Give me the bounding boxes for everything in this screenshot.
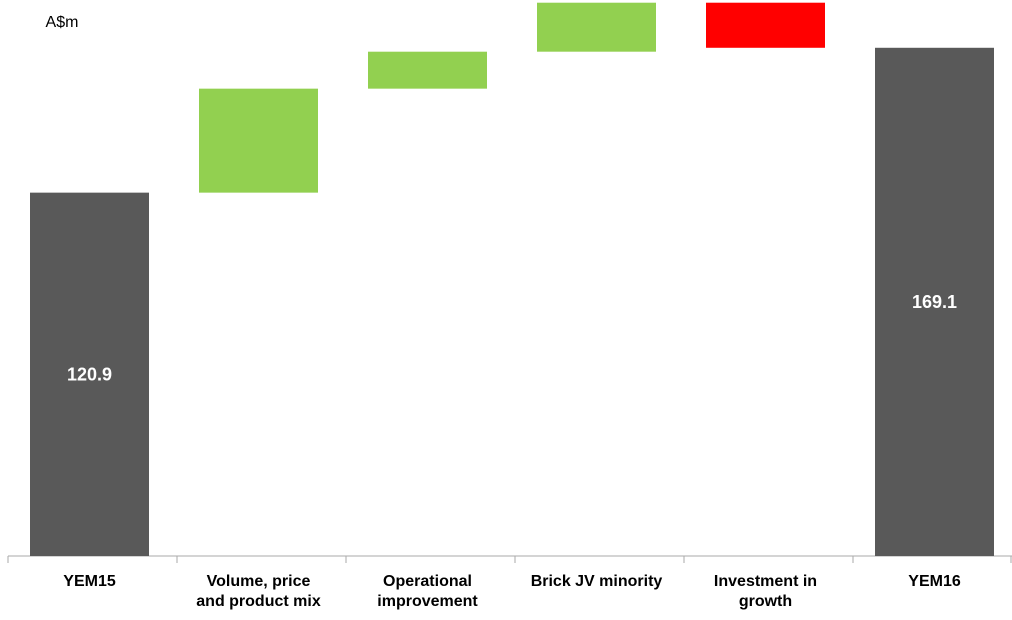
y-axis-label: A$m [46, 14, 79, 31]
x-tick-label: Operational improvement [377, 573, 478, 610]
x-tick-label: YEM15 [63, 573, 116, 590]
change-bar [199, 88, 318, 193]
x-tick-label: YEM16 [908, 573, 961, 590]
x-tick-label: Volume, price and product mix [196, 573, 321, 610]
change-bar [706, 2, 825, 48]
x-tick-label: Brick JV minority [531, 573, 663, 590]
data-label: 169.1 [912, 292, 957, 312]
change-bar [368, 51, 487, 89]
total-bar [875, 47, 994, 556]
total-bar [30, 192, 149, 556]
change-bar [537, 2, 656, 52]
x-tick-label: Investment in growth [714, 573, 817, 610]
data-label: 120.9 [67, 364, 112, 384]
